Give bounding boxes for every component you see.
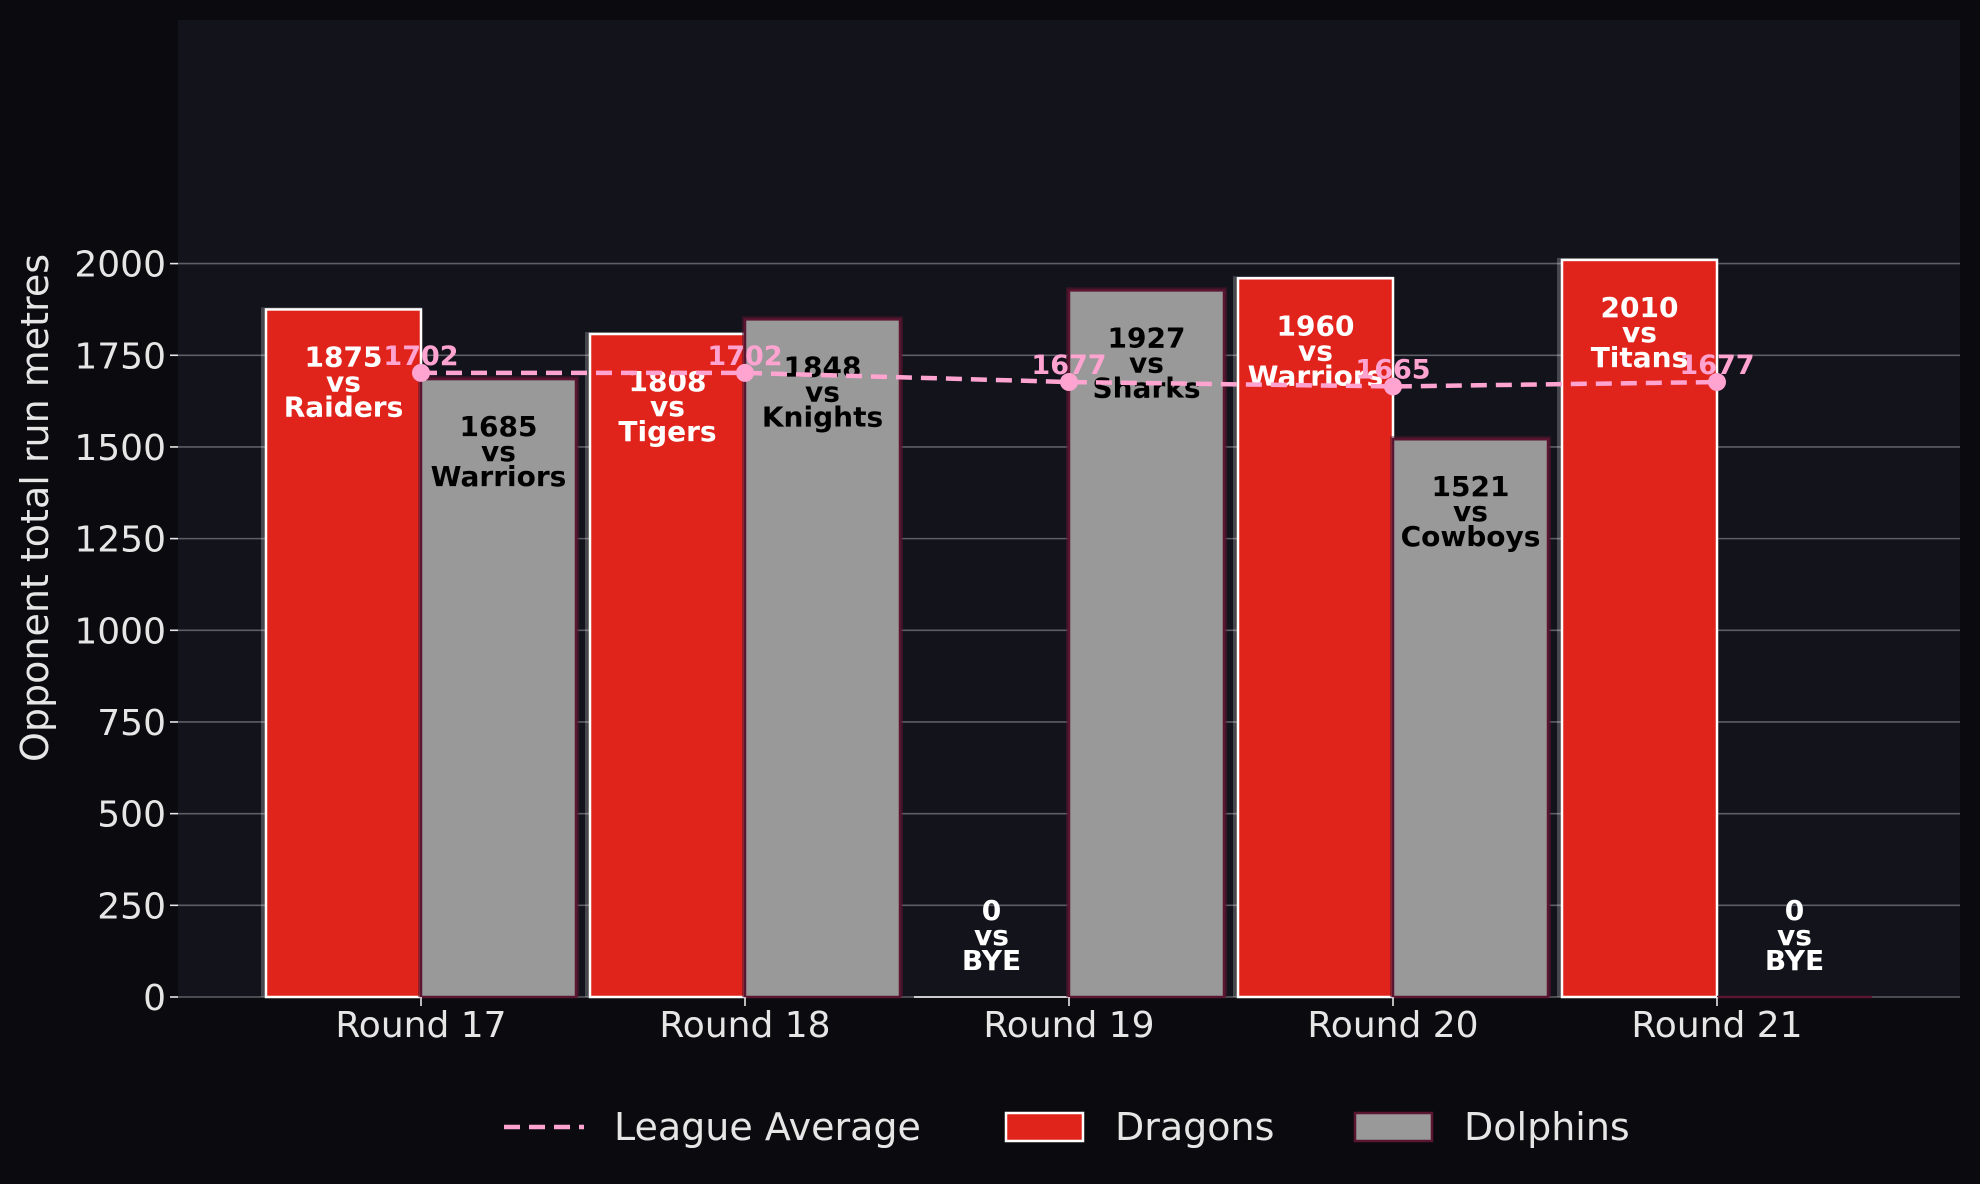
y-tick-label: 250 [97, 886, 166, 927]
y-tick-label: 500 [97, 795, 166, 836]
y-axis-ticks: 0 250 500 750 1000 1250 1500 1750 2000 [74, 245, 178, 1019]
legend-dragons-swatch [1004, 1111, 1085, 1143]
average-value-label: 1665 [1355, 354, 1430, 385]
bar-label: vs [1777, 919, 1812, 952]
bar-label: 1521 [1432, 470, 1510, 503]
y-axis-title: Opponent total run metres [13, 254, 57, 762]
average-value-label: 1677 [1031, 350, 1106, 381]
y-tick-label: 1000 [74, 611, 166, 652]
y-tick-label: 1500 [74, 428, 166, 469]
bar-dolphins-round-17 [419, 377, 578, 999]
average-point [1384, 377, 1402, 396]
average-point [1060, 373, 1078, 392]
bar-label: 1960 [1277, 309, 1355, 342]
bar-dragons-round-21 [1560, 258, 1719, 999]
bar-label: vs [481, 435, 516, 468]
bar-label: vs [805, 375, 840, 408]
bar-label: 1808 [629, 365, 707, 398]
bar-dragons-round-20 [1236, 277, 1395, 999]
x-tick-label: Round 20 [1307, 1005, 1478, 1046]
bar-dragons-round-17 [264, 308, 423, 999]
bar-label: 0 [982, 894, 1001, 927]
bar-label: 2010 [1601, 291, 1679, 324]
bars [261, 257, 1872, 999]
bar-label: BYE [1765, 944, 1824, 977]
average-value-label: 1702 [707, 341, 782, 372]
bar-dragons-round-18 [588, 332, 747, 999]
bar-label: Titans [1591, 341, 1689, 374]
average-value-label: 1677 [1679, 350, 1754, 381]
average-point [412, 363, 430, 382]
bar-label: Raiders [284, 390, 404, 423]
bar-dolphins-round-20 [1391, 437, 1550, 999]
bar-label: Tigers [618, 415, 716, 448]
league-average-line: 1702 1702 1677 1665 1677 [383, 341, 1755, 396]
x-tick-label: Round 18 [659, 1005, 830, 1046]
bar-label: 1875 [305, 340, 383, 373]
bar-label: vs [326, 365, 361, 398]
legend-dolphins-label: Dolphins [1464, 1105, 1630, 1149]
x-tick-label: Round 17 [335, 1005, 506, 1046]
bar-labels: 1875vsRaiders1685vsWarriors1808vsTigers1… [284, 291, 1824, 977]
x-axis-ticks: Round 17 Round 18 Round 19 Round 20 Round 21 [335, 997, 1803, 1046]
bar-label: Knights [762, 400, 883, 433]
legend-dolphins-swatch [1353, 1111, 1434, 1143]
bar-label: Sharks [1092, 371, 1200, 404]
bar-dolphins-round-18 [743, 318, 902, 999]
bar-label: vs [1453, 495, 1488, 528]
bar-label: 0 [1785, 894, 1804, 927]
bar-label: vs [1622, 316, 1657, 349]
y-tick-label: 750 [97, 703, 166, 744]
bar-label: vs [1298, 334, 1333, 367]
bar-label: BYE [962, 944, 1021, 977]
average-value-label: 1702 [383, 341, 458, 372]
average-point [736, 363, 754, 382]
bar-label: vs [650, 390, 685, 423]
legend: League Average Dragons Dolphins [504, 1105, 1630, 1149]
y-tick-label: 0 [143, 978, 166, 1019]
bar-label: 1685 [460, 410, 538, 443]
y-tick-label: 1750 [74, 336, 166, 377]
average-point [1708, 373, 1726, 392]
bar-label: 1927 [1108, 321, 1186, 354]
bar-label: vs [1129, 346, 1164, 379]
legend-dragons-label: Dragons [1115, 1105, 1274, 1149]
y-tick-label: 1250 [74, 520, 166, 561]
legend-average-label: League Average [614, 1105, 921, 1149]
average-line-path [421, 370, 1718, 389]
y-tick-label: 2000 [74, 245, 166, 286]
x-tick-label: Round 19 [983, 1005, 1154, 1046]
bar-label: Warriors [431, 460, 567, 493]
bar-dolphins-round-19 [1067, 289, 1226, 999]
x-tick-label: Round 21 [1631, 1005, 1802, 1046]
bar-label: Cowboys [1401, 520, 1541, 553]
bar-label: vs [974, 919, 1009, 952]
